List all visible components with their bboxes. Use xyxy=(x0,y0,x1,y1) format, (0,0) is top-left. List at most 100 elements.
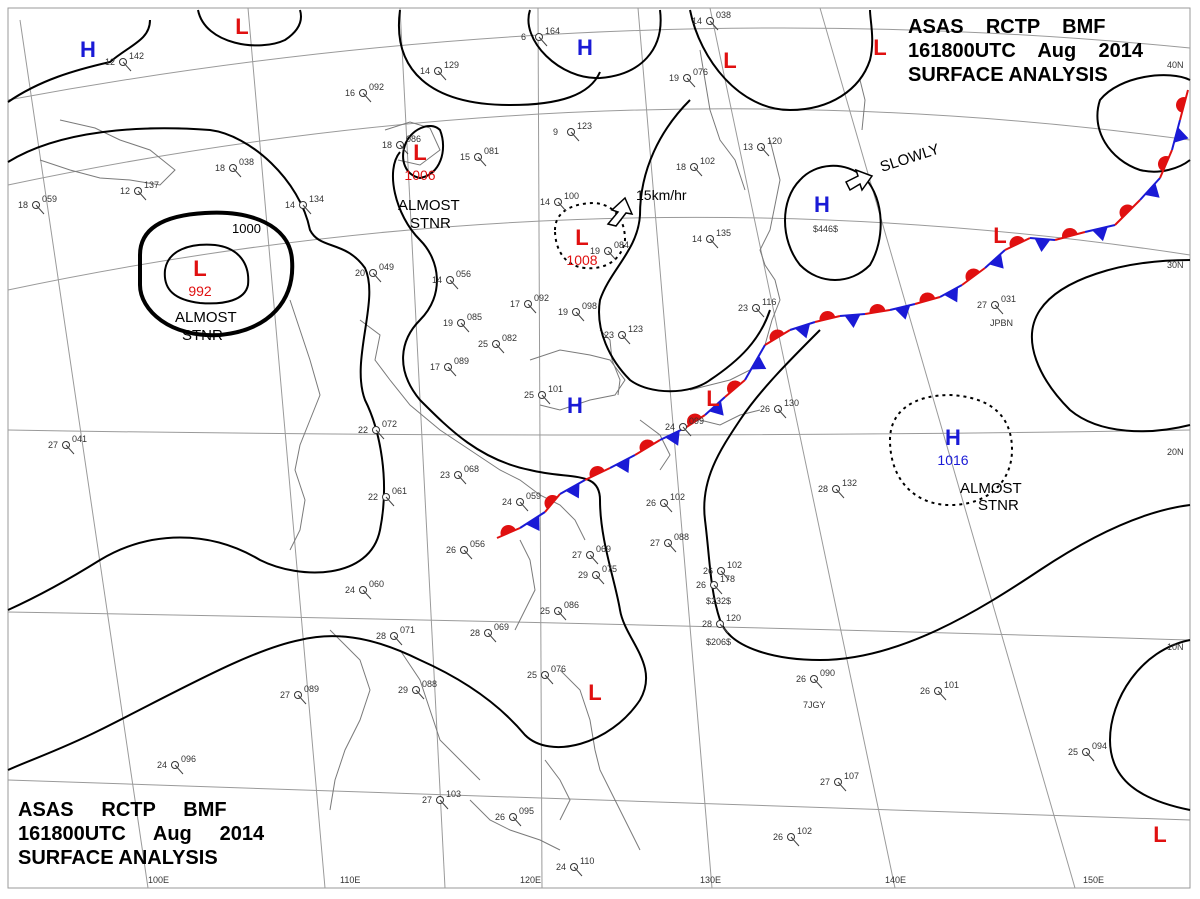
station-temperature: 29 xyxy=(578,570,588,580)
station-wind-barb xyxy=(686,77,696,88)
station-pressure: 086 xyxy=(564,600,579,610)
station-wind-barb xyxy=(512,816,522,827)
station-pressure: 092 xyxy=(534,293,549,303)
station-wind-barb xyxy=(527,303,537,314)
low-marker: L xyxy=(413,140,426,165)
station-plot: 19 084 xyxy=(590,240,629,261)
station-wind-barb xyxy=(682,426,692,437)
station-wind-barb xyxy=(755,307,765,318)
center-pressure-value: 1008 xyxy=(566,252,597,268)
station-wind-barb xyxy=(570,131,580,142)
station-wind-barb xyxy=(557,610,567,621)
center-pressure-value: 1016 xyxy=(937,452,968,468)
cold-front-triangle xyxy=(844,314,861,328)
station-plot: 27 089 xyxy=(280,684,319,705)
title-year: 2014 xyxy=(219,823,265,845)
station-pressure: 071 xyxy=(400,625,415,635)
station-temperature: 26 xyxy=(446,545,456,555)
station-plot: 27 031 xyxy=(977,294,1016,315)
station-plot: 28 069 xyxy=(470,622,509,643)
station-plot: 19 098 xyxy=(558,301,597,322)
station-plot: 26 090 xyxy=(796,668,835,689)
station-temperature: 14 xyxy=(432,275,442,285)
station-temperature: 24 xyxy=(665,422,675,432)
warm-front-semicircle xyxy=(1158,155,1170,172)
ship-callsign: $206$ xyxy=(706,637,731,647)
station-plot: 13 120 xyxy=(743,136,782,157)
station-plot: 25 101 xyxy=(524,384,563,405)
station-pressure: 084 xyxy=(614,240,629,250)
station-temperature: 28 xyxy=(702,619,712,629)
coastlines xyxy=(39,49,866,851)
station-wind-barb xyxy=(495,343,505,354)
low-pressure-center: L xyxy=(588,680,601,705)
lon-label-120e: 120E xyxy=(520,875,541,885)
station-wind-barb xyxy=(837,781,847,792)
station-plot: 14 038 xyxy=(692,10,731,31)
station-pressure: 096 xyxy=(181,754,196,764)
station-wind-barb xyxy=(937,690,947,701)
station-wind-barb xyxy=(297,694,307,705)
station-wind-barb xyxy=(439,799,449,810)
station-plot: 27 069 xyxy=(572,544,611,565)
station-temperature: 14 xyxy=(285,200,295,210)
station-temperature: 27 xyxy=(650,538,660,548)
title-line-1: ASAS RCTP BMF xyxy=(18,798,264,822)
station-temperature: 19 xyxy=(558,307,568,317)
low-pressure-center: L xyxy=(706,386,719,411)
station-temperature: 14 xyxy=(420,66,430,76)
station-temperature: 13 xyxy=(743,142,753,152)
station-plot: 26 178 xyxy=(696,574,735,595)
station-plot: 18 102 xyxy=(676,156,715,177)
station-temperature: 27 xyxy=(48,440,58,450)
station-plot: 24 099 xyxy=(665,416,704,437)
station-plot: 22 061 xyxy=(368,486,407,507)
lon-label-140e: 140E xyxy=(885,875,906,885)
station-pressure: 102 xyxy=(700,156,715,166)
station-pressure: 100 xyxy=(564,191,579,201)
station-plot: 26 056 xyxy=(446,539,485,560)
station-plot: 24 060 xyxy=(345,579,384,600)
cold-front-triangle xyxy=(1092,226,1108,242)
title-line-3: SURFACE ANALYSIS xyxy=(18,847,218,869)
center-pressure-value: 1006 xyxy=(404,167,435,183)
station-plot: 29 075 xyxy=(578,564,617,585)
station-plot: 23 123 xyxy=(604,324,643,345)
station-pressure: 164 xyxy=(545,26,560,36)
station-temperature: 27 xyxy=(422,795,432,805)
warm-front-semicircle xyxy=(1176,97,1187,113)
station-temperature: 25 xyxy=(478,339,488,349)
station-temperature: 26 xyxy=(703,566,713,576)
station-temperature: 26 xyxy=(646,498,656,508)
station-temperature: 17 xyxy=(430,362,440,372)
title-code: BMF xyxy=(1062,16,1106,38)
high-marker: H xyxy=(80,37,96,62)
station-wind-barb xyxy=(477,156,487,167)
low-pressure-center: L xyxy=(235,14,248,39)
warm-front-semicircle xyxy=(727,380,742,394)
station-temperature: 14 xyxy=(692,234,702,244)
title-month: Aug xyxy=(152,823,192,845)
station-plots: 12 142 16 092 18 086 18 038 15 081 14 134 14 100 20 049… xyxy=(18,10,1107,877)
station-temperature: 9 xyxy=(553,127,558,137)
station-pressure: 060 xyxy=(369,579,384,589)
lat-label-10n: 10N xyxy=(1167,642,1184,652)
low-marker: L xyxy=(993,223,1006,248)
high-pressure-center: H 1016 xyxy=(937,425,968,468)
high-marker: H xyxy=(577,35,593,60)
warm-front-semicircle xyxy=(919,292,936,303)
station-wind-barb xyxy=(463,549,473,560)
station-temperature: 23 xyxy=(738,303,748,313)
station-pressure: 061 xyxy=(392,486,407,496)
low-pressure-center: L xyxy=(1153,822,1166,847)
low-pressure-center: L xyxy=(873,35,886,60)
ship-callsign: $232$ xyxy=(706,596,731,606)
station-temperature: 18 xyxy=(215,163,225,173)
title-time: 161800UTC xyxy=(908,40,1016,62)
cold-front-triangle xyxy=(1034,238,1051,252)
station-temperature: 26 xyxy=(920,686,930,696)
station-wind-barb xyxy=(693,166,703,177)
station-wind-barb xyxy=(709,238,719,249)
title-station: RCTP xyxy=(985,16,1040,38)
